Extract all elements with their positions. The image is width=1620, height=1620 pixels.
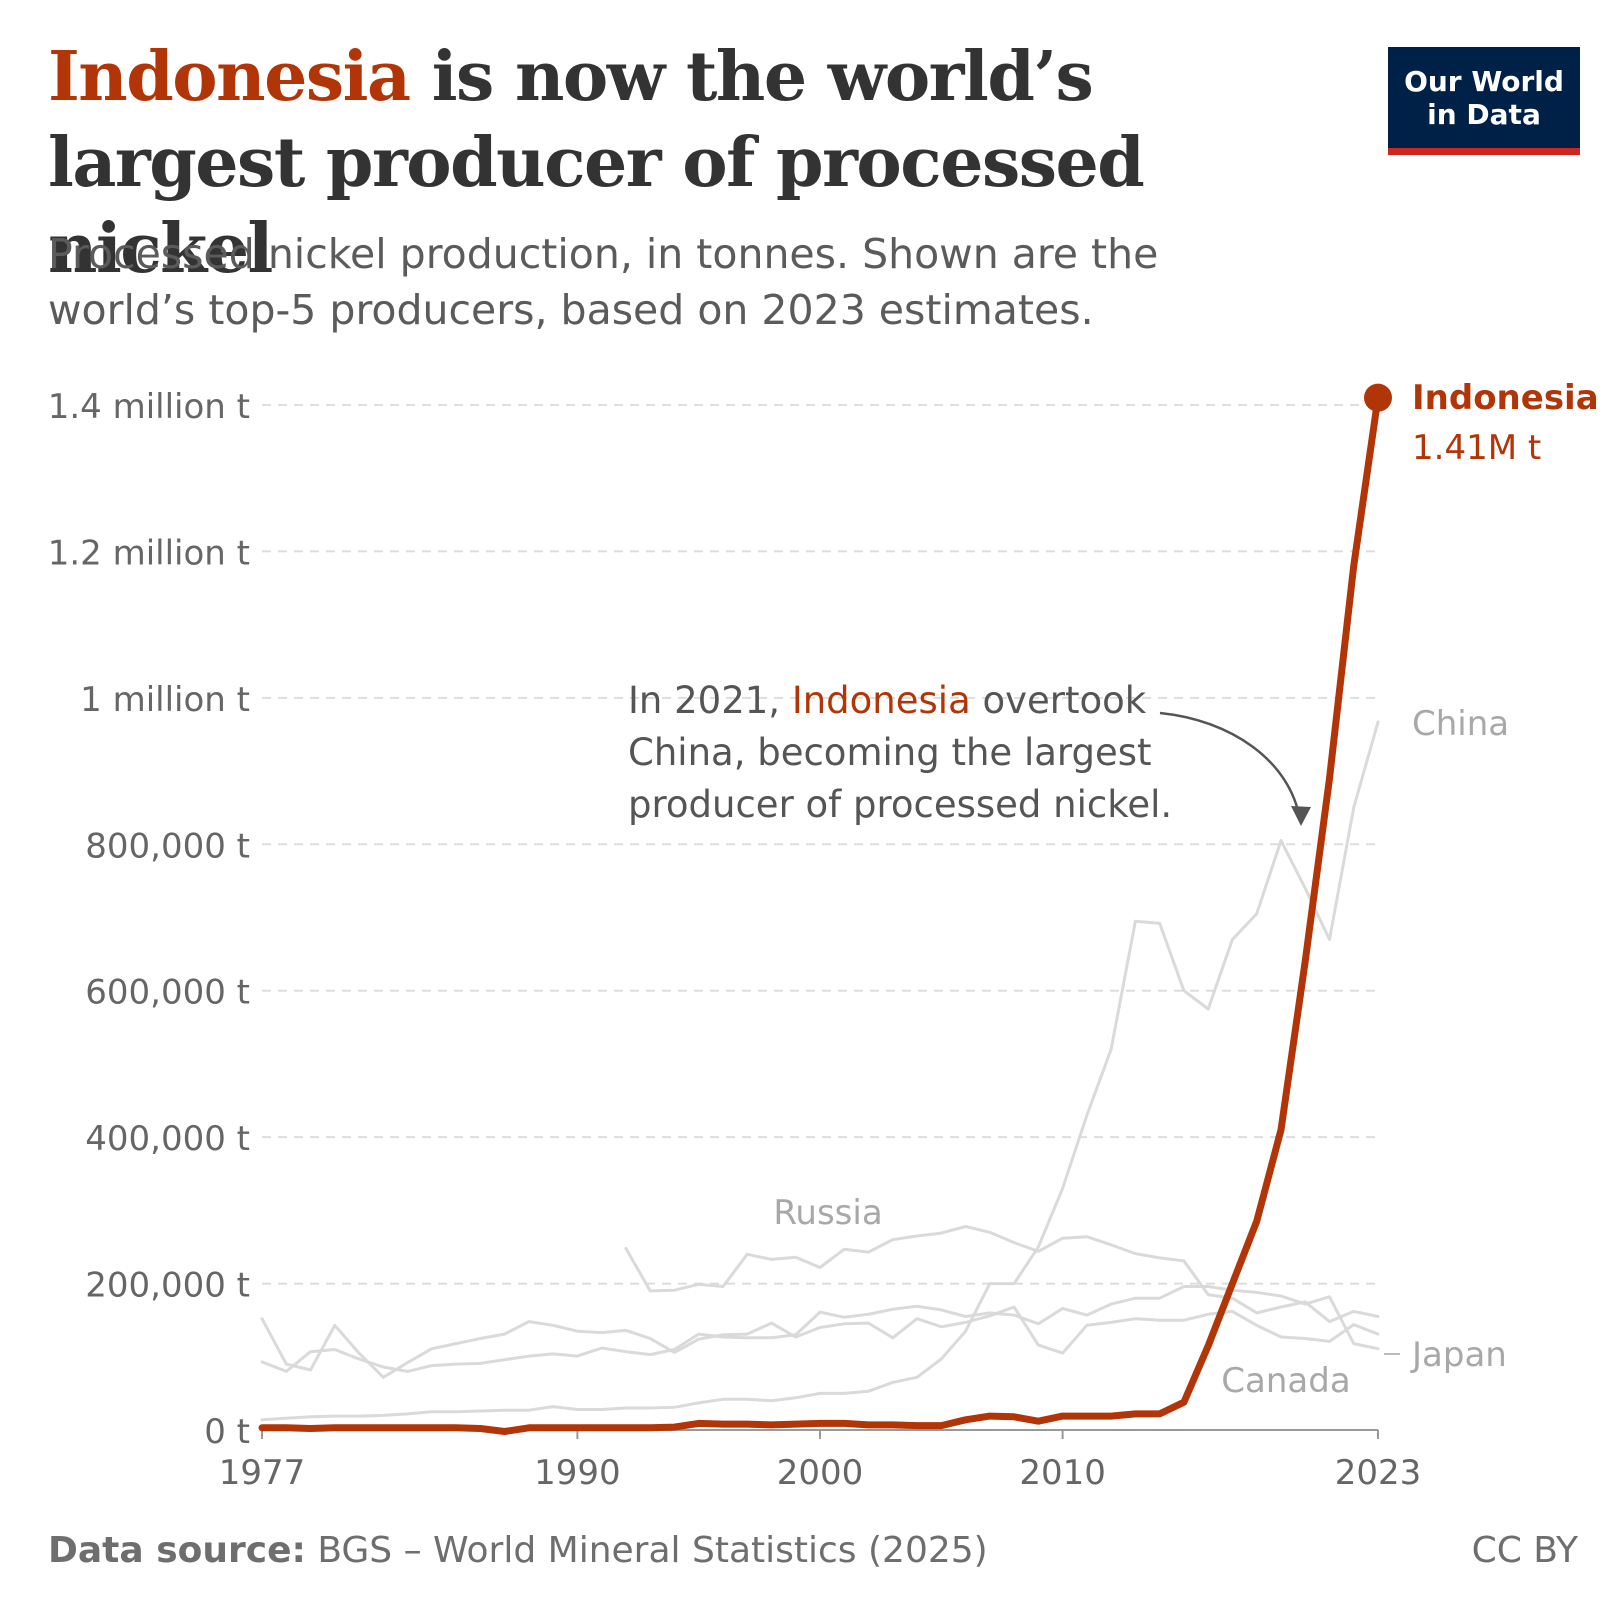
y-tick-label: 0 t: [204, 1412, 250, 1452]
logo-line-2: in Data: [1427, 97, 1541, 131]
series-label-canada: Canada: [1221, 1361, 1350, 1401]
annotation-line-1: In 2021, Indonesia overtook: [628, 679, 1147, 722]
gridlines: [262, 404, 1378, 1431]
x-tick-label: 2010: [1019, 1453, 1106, 1493]
series-lines: [258, 383, 1392, 1435]
series-line-japan: [260, 1285, 1380, 1373]
source-text: BGS – World Mineral Statistics (2025): [305, 1530, 988, 1571]
y-tick-label: 400,000 t: [85, 1119, 250, 1159]
y-tick-label: 200,000 t: [85, 1266, 250, 1306]
series-label-indonesia: Indonesia: [1412, 378, 1599, 418]
title-highlight: Indonesia: [48, 37, 411, 117]
owid-logo[interactable]: Our World in Data: [1388, 47, 1580, 155]
series-endpoint-indonesia: [1364, 383, 1392, 412]
y-tick-label: 600,000 t: [85, 973, 250, 1013]
annotation-line-2: China, becoming the largest: [628, 731, 1152, 774]
series-labels: Indonesia 1.41M t China Russia Canada Japan: [773, 378, 1598, 1401]
x-axis: 1977 1990 2000 2010 2023: [219, 1430, 1422, 1493]
series-label-china: China: [1412, 704, 1509, 744]
logo-line-1: Our World: [1404, 64, 1564, 98]
chart-title: Indonesia is now the world’s largest pro…: [48, 34, 1328, 292]
annotation-arrowhead-icon: [1291, 806, 1311, 826]
data-source: Data source: BGS – World Mineral Statist…: [48, 1530, 988, 1571]
x-tick-label: 2023: [1335, 1453, 1422, 1493]
annotation-arrow-line: [1159, 711, 1302, 821]
chart-subtitle: Processed nickel production, in tonnes. …: [48, 230, 1159, 334]
series-line-china: [260, 720, 1380, 1422]
y-tick-label: 1.2 million t: [48, 533, 250, 573]
source-label: Data source:: [48, 1530, 306, 1571]
series-label-russia: Russia: [773, 1193, 882, 1233]
series-line-canada: [260, 1305, 1380, 1379]
y-tick-label: 1 million t: [80, 680, 250, 720]
annotation-line-3: producer of processed nickel.: [628, 783, 1172, 826]
x-tick-label: 1990: [534, 1453, 621, 1493]
series-label-japan: Japan: [1410, 1335, 1507, 1375]
y-tick-label: 1.4 million t: [48, 387, 250, 427]
title-rest: is now the world’s largest producer of p…: [48, 37, 1145, 289]
y-tick-label: 800,000 t: [85, 826, 250, 866]
series-line-russia: [624, 1225, 1380, 1324]
annotation: In 2021, Indonesia overtook China, becom…: [628, 679, 1311, 826]
x-tick-label: 1977: [219, 1453, 306, 1493]
series-line-indonesia: [258, 394, 1382, 1435]
y-axis: 0 t 200,000 t 400,000 t 600,000 t 800,000 t 1…: [48, 387, 250, 1452]
x-tick-label: 2000: [777, 1453, 864, 1493]
series-value-label-indonesia: 1.41M t: [1412, 428, 1541, 468]
license-link[interactable]: CC BY: [1471, 1530, 1578, 1571]
